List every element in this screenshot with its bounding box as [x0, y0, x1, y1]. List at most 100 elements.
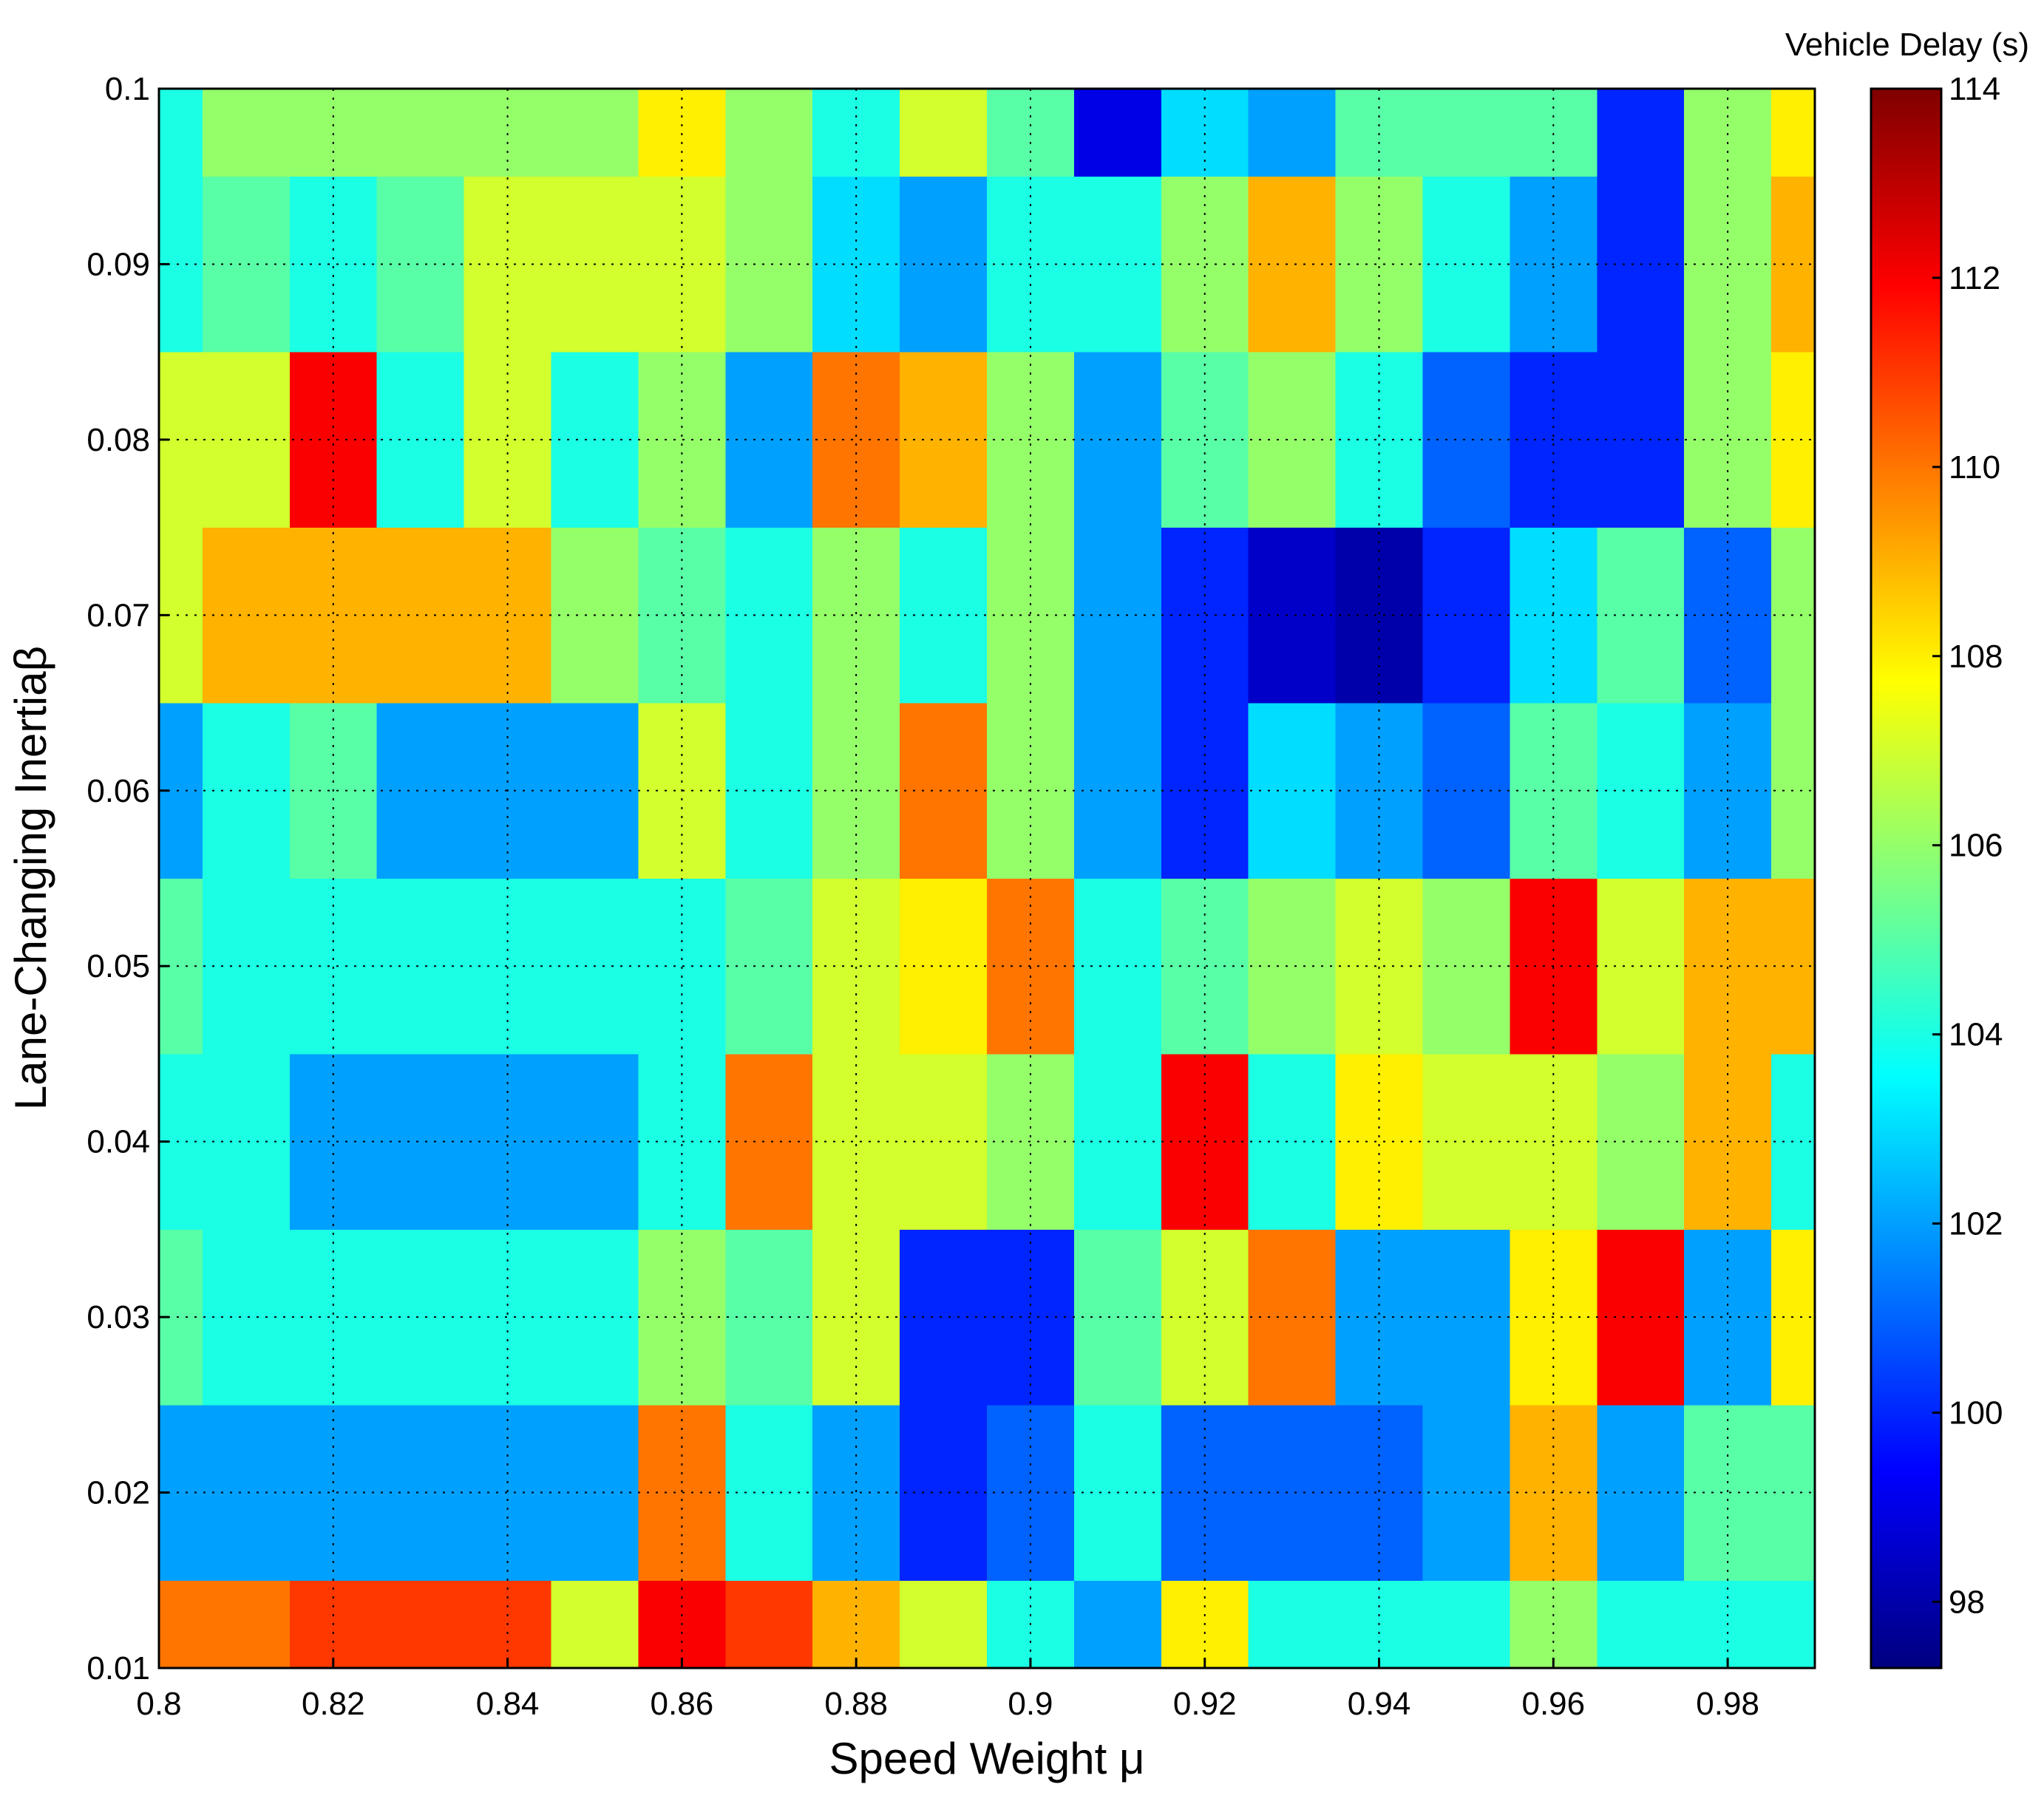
- contour-cell: [1335, 527, 1423, 704]
- contour-cell: [812, 89, 900, 177]
- contour-cell: [1422, 352, 1510, 528]
- contour-cell: [1248, 89, 1337, 177]
- contour-cell: [812, 878, 900, 1055]
- contour-cell: [987, 176, 1075, 353]
- contour-cell: [900, 89, 988, 177]
- y-tick-label: 0.04: [86, 1124, 150, 1160]
- contour-cell: [1684, 89, 1772, 177]
- contour-cell: [638, 89, 726, 177]
- x-tick-label: 0.92: [1173, 1686, 1237, 1722]
- contour-cell: [1161, 176, 1249, 353]
- y-tick-label: 0.01: [86, 1650, 150, 1686]
- contour-cell: [1684, 1229, 1772, 1406]
- contour-cell: [900, 352, 988, 528]
- contour-cell: [900, 878, 988, 1055]
- contour-cell: [1335, 878, 1423, 1055]
- contour-cell: [464, 1053, 552, 1230]
- contour-cell: [1510, 89, 1597, 177]
- contour-cell: [1597, 89, 1685, 177]
- y-tick-label: 0.06: [86, 773, 150, 809]
- contour-cell: [725, 89, 813, 177]
- contour-cell: [1161, 1404, 1249, 1581]
- contour-cell: [987, 527, 1075, 704]
- x-tick-label: 0.94: [1348, 1686, 1411, 1722]
- contour-cell: [1073, 89, 1162, 177]
- x-tick-label: 0.84: [476, 1686, 540, 1722]
- contour-cell: [464, 1229, 552, 1406]
- contour-cell: [464, 89, 552, 177]
- contour-cell: [900, 1229, 988, 1406]
- contour-cell: [900, 703, 988, 879]
- contour-cell: [1771, 89, 1815, 177]
- contour-cell: [1422, 176, 1510, 353]
- contour-cell: [289, 878, 378, 1055]
- contour-cell: [551, 1580, 639, 1668]
- contour-cell: [202, 89, 291, 177]
- contour-cell: [551, 89, 639, 177]
- colorbar-tick-label: 110: [1949, 449, 2000, 486]
- y-tick-label: 0.03: [86, 1299, 150, 1335]
- contour-cell: [464, 176, 552, 353]
- contour-cell: [289, 1404, 378, 1581]
- contour-cell: [987, 878, 1075, 1055]
- contour-cell: [1684, 176, 1772, 353]
- contour-cell: [638, 176, 726, 353]
- contour-cell: [1161, 1053, 1249, 1230]
- contour-cell: [202, 703, 291, 879]
- contour-cell: [289, 527, 378, 704]
- contour-cell: [638, 1404, 726, 1581]
- contour-cell: [1161, 352, 1249, 528]
- x-tick-label: 0.96: [1521, 1686, 1585, 1722]
- plot-frame: [157, 87, 1816, 1669]
- contour-cell: [1422, 1053, 1510, 1230]
- y-tick-label: 0.08: [86, 422, 150, 458]
- contour-cell: [1248, 1580, 1337, 1668]
- colorbar-tick-label: 106: [1949, 828, 2003, 864]
- colorbar-tick-label: 104: [1949, 1017, 2003, 1053]
- contour-cell: [638, 1053, 726, 1230]
- contour-cell: [1684, 527, 1772, 704]
- contour-cell: [159, 1580, 203, 1668]
- contour-cell: [1073, 1580, 1162, 1668]
- contour-cell: [1422, 878, 1510, 1055]
- contour-cell: [1597, 1580, 1685, 1668]
- x-tick-label: 0.82: [302, 1686, 365, 1722]
- contour-cell: [376, 1580, 465, 1668]
- contour-cell: [376, 89, 465, 177]
- contour-cell: [464, 527, 552, 704]
- x-tick-label: 0.9: [1008, 1686, 1053, 1722]
- contour-cell: [987, 352, 1075, 528]
- contour-cell: [638, 527, 726, 704]
- contour-cell: [987, 1404, 1075, 1581]
- colorbar-label: Vehicle Delay (s): [1785, 27, 2029, 63]
- y-tick-label: 0.1: [105, 71, 150, 107]
- colorbar-tick-label: 102: [1949, 1206, 2003, 1242]
- y-tick-label: 0.07: [86, 597, 150, 633]
- contour-cell: [1335, 89, 1423, 177]
- contour-cell: [987, 89, 1075, 177]
- contour-cell: [159, 89, 203, 177]
- contour-cell: [1422, 527, 1510, 704]
- contour-cell: [1422, 703, 1510, 879]
- contour-cell: [1684, 1053, 1772, 1230]
- contour-cell: [638, 878, 726, 1055]
- contour-cell: [900, 1053, 988, 1230]
- contour-cell: [202, 1053, 291, 1230]
- contour-cell: [638, 1229, 726, 1406]
- colorbar-tick-label: 112: [1949, 260, 2000, 296]
- colorbar-tick-label: 98: [1949, 1584, 1985, 1620]
- x-tick-label: 0.98: [1696, 1686, 1759, 1722]
- contour-cell: [464, 1404, 552, 1581]
- contour-field: [159, 89, 1815, 1668]
- contour-cell: [202, 1404, 291, 1581]
- contour-cell: [1422, 1404, 1510, 1581]
- contour-cell: [1161, 89, 1249, 177]
- contour-cell: [202, 176, 291, 353]
- contour-cell: [638, 352, 726, 528]
- contour-cell: [987, 1053, 1075, 1230]
- contour-cell: [987, 1229, 1075, 1406]
- contour-cell: [202, 878, 291, 1055]
- contour-cell: [1422, 1229, 1510, 1406]
